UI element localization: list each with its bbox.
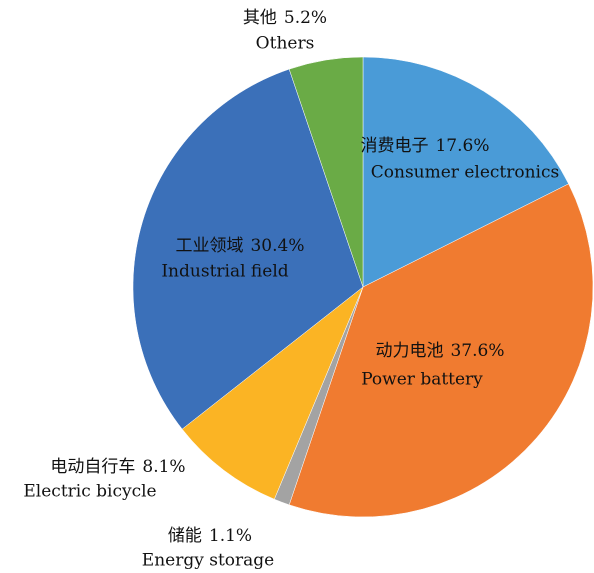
category-label-en: Consumer electronics	[371, 163, 559, 183]
pie-slice	[181, 286, 364, 500]
pie-slice	[288, 56, 364, 288]
value-label: 30.4%	[250, 236, 304, 256]
category-label: 工业领域	[175, 236, 243, 256]
category-label: 动力电池	[375, 341, 443, 361]
value-label: 17.6%	[435, 136, 489, 156]
category-label: 电动自行车	[50, 457, 135, 477]
value-label: 5.2%	[284, 8, 327, 28]
slice-label: 储能 1.1%	[168, 526, 252, 546]
slice-label: 其他 5.2%	[243, 8, 327, 28]
category-label-en: Energy storage	[142, 551, 274, 571]
category-label: 其他	[243, 8, 277, 28]
category-label: 消费电子	[360, 136, 428, 156]
value-label: 8.1%	[142, 457, 185, 477]
slice-label: 电动自行车 8.1%	[50, 457, 185, 477]
value-label: 37.6%	[450, 341, 504, 361]
value-label: 1.1%	[209, 526, 252, 546]
pie-slice	[132, 68, 364, 430]
slice-label: 工业领域 30.4%	[175, 236, 304, 256]
slice-label: 消费电子 17.6%	[360, 136, 489, 156]
category-label-en: Power battery	[361, 370, 483, 390]
category-label-en: Others	[256, 34, 315, 54]
slice-label: 动力电池 37.6%	[375, 341, 504, 361]
pie-slice	[362, 56, 569, 288]
category-label-en: Industrial field	[161, 262, 288, 282]
category-label: 储能	[168, 526, 202, 546]
category-label-en: Electric bicycle	[23, 482, 156, 502]
pie-slice	[288, 183, 594, 518]
